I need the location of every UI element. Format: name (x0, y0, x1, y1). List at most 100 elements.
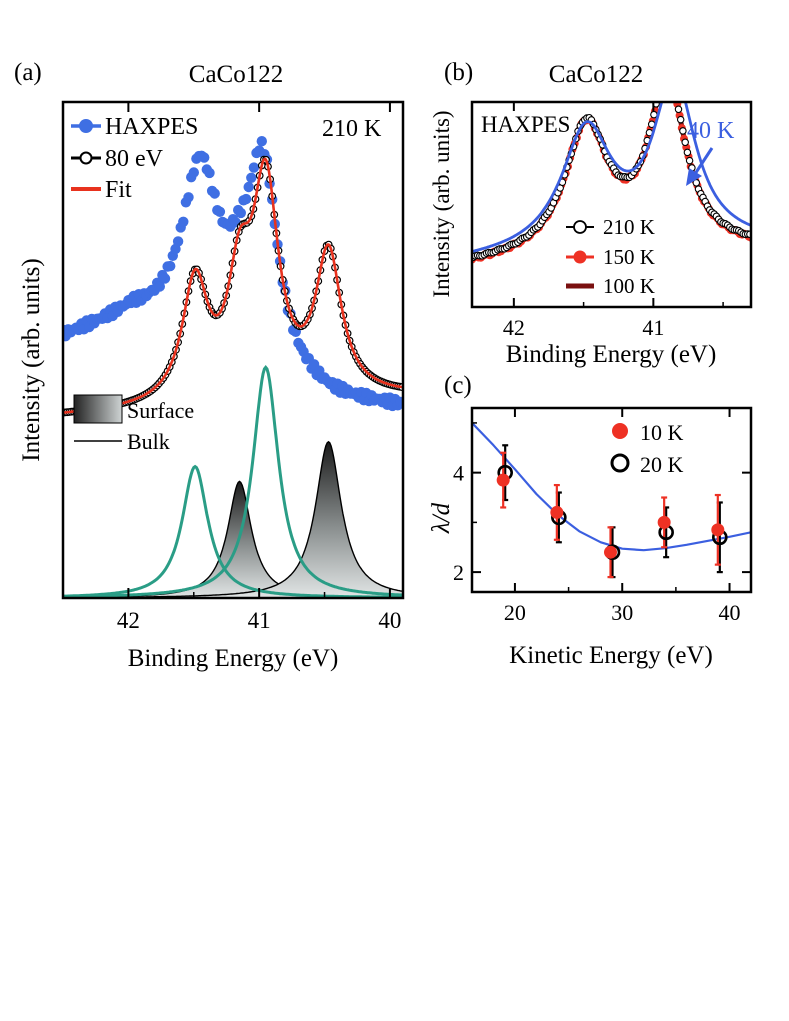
haxpes-point (256, 136, 267, 147)
haxpes-point (199, 152, 210, 163)
point-210k (664, 71, 670, 77)
point-150k (667, 76, 675, 84)
haxpes-point (172, 236, 184, 247)
point-210k (655, 90, 661, 96)
panel-a-legend: HAXPES 80 eV Fit Surface Bulk (71, 114, 198, 454)
legend-20k-label: 20 K (640, 452, 684, 477)
point-210k (692, 179, 701, 187)
haxpes-point (246, 172, 257, 183)
x-tick-label: 30 (611, 600, 633, 625)
haxpes-point (235, 207, 246, 219)
panel-c: (c) 20 30 40 2 4 Kinetic Energy (eV) λ/d 10 … (428, 372, 753, 669)
legend-210k-label: 210 K (603, 215, 655, 239)
arrow-40k (686, 147, 714, 186)
point-210k (683, 148, 692, 157)
x-tick-label: 42 (117, 608, 140, 633)
haxpes-point (178, 216, 189, 227)
legend-bulk-label: Bulk (127, 429, 170, 454)
panel-b-legend: 210 K 150 K 100 K (566, 215, 655, 298)
haxpes-point (165, 260, 176, 272)
panel-a-ticks: 42 41 40 (117, 102, 401, 633)
panel-a-label: (a) (14, 59, 42, 86)
x-tick-label: 20 (504, 600, 526, 625)
haxpes-point (209, 188, 220, 199)
x-tick-label: 41 (248, 608, 271, 633)
legend-210k: 210 K (566, 215, 655, 239)
point-210k (669, 78, 675, 84)
x-tick-label: 42 (503, 315, 525, 340)
panel-c-points (496, 444, 728, 579)
legend-surface-label: Surface (127, 398, 194, 423)
point-210k (650, 110, 658, 119)
point-210k (660, 77, 666, 83)
panel-b-annotation-40k: 40 K (687, 118, 735, 144)
x-tick-label: 40 (719, 600, 741, 625)
y-tick-label: 4 (453, 461, 464, 486)
point-210k (685, 156, 694, 165)
y-tick-label: 2 (453, 560, 464, 585)
haxpes-point (159, 273, 171, 284)
point-150k (662, 71, 670, 79)
point-210k (676, 115, 685, 124)
point-10k (657, 515, 671, 529)
point-210k (679, 127, 687, 135)
haxpes-point (240, 193, 252, 205)
legend-150k-label: 150 K (603, 245, 655, 269)
panel-a-plot-area (63, 136, 403, 598)
legend-10k-label: 10 K (640, 420, 684, 445)
panel-c-xlabel: Kinetic Energy (eV) (509, 642, 713, 669)
x-tick-label: 40 (378, 608, 401, 633)
panel-b-title: CaCo122 (549, 61, 643, 88)
point-150k (656, 86, 664, 94)
panel-b-inner-label: HAXPES (481, 112, 570, 137)
panel-b-label: (b) (444, 59, 473, 86)
panel-a-title: CaCo122 (189, 61, 283, 88)
legend-100k: 100 K (566, 274, 655, 298)
point-150k (660, 75, 668, 83)
legend-150k: 150 K (566, 245, 655, 269)
haxpes-point (204, 167, 215, 179)
legend-80ev-label: 80 eV (105, 146, 164, 172)
point-210k (671, 86, 677, 92)
point-150k (669, 83, 677, 91)
point-150k (658, 80, 666, 88)
panel-a-temperature: 210 K (322, 116, 382, 142)
haxpes-point (243, 181, 254, 193)
x-tick-label: 41 (642, 315, 664, 340)
point-10k (711, 523, 725, 537)
haxpes-point (214, 206, 226, 217)
point-210k (674, 105, 683, 114)
panel-b-ticks: 42 41 (503, 102, 724, 340)
line-40k (472, 102, 751, 253)
panel-c-label: (c) (444, 372, 472, 399)
legend-surface: Surface (73, 394, 194, 424)
panel-a: (a) CaCo122 42 41 40 Binding Energy (eV) I… (14, 59, 405, 672)
legend-fit-label: Fit (105, 177, 132, 203)
haxpes-point (248, 162, 260, 173)
panel-c-frame (470, 406, 753, 594)
legend-100k-label: 100 K (603, 274, 655, 298)
panel-a-ylabel: Intensity (arb. units) (18, 258, 45, 461)
panel-a-frame (61, 100, 405, 600)
point-210k (657, 82, 663, 88)
bulk-peak-1 (63, 464, 403, 598)
point-210k (666, 72, 672, 78)
panel-c-ticks: 20 30 40 2 4 (453, 408, 751, 625)
point-10k (496, 473, 510, 487)
haxpes-point (395, 396, 403, 408)
haxpes-point (188, 167, 199, 178)
panel-b-frame (470, 100, 753, 309)
legend-fit: Fit (71, 177, 132, 203)
panel-b: (b) CaCo122 42 41 HAXPES Binding Energy (… (429, 59, 753, 368)
point-10k (604, 545, 617, 559)
legend-haxpes-label: HAXPES (105, 114, 198, 140)
legend-80ev: 80 eV (71, 146, 164, 172)
haxpes-point (183, 192, 194, 203)
point-210k (681, 138, 689, 147)
panel-a-xlabel: Binding Energy (eV) (128, 645, 339, 672)
point-150k (664, 71, 672, 79)
legend-bulk: Bulk (74, 429, 170, 454)
point-210k (662, 73, 668, 79)
haxpes-point (154, 281, 165, 292)
